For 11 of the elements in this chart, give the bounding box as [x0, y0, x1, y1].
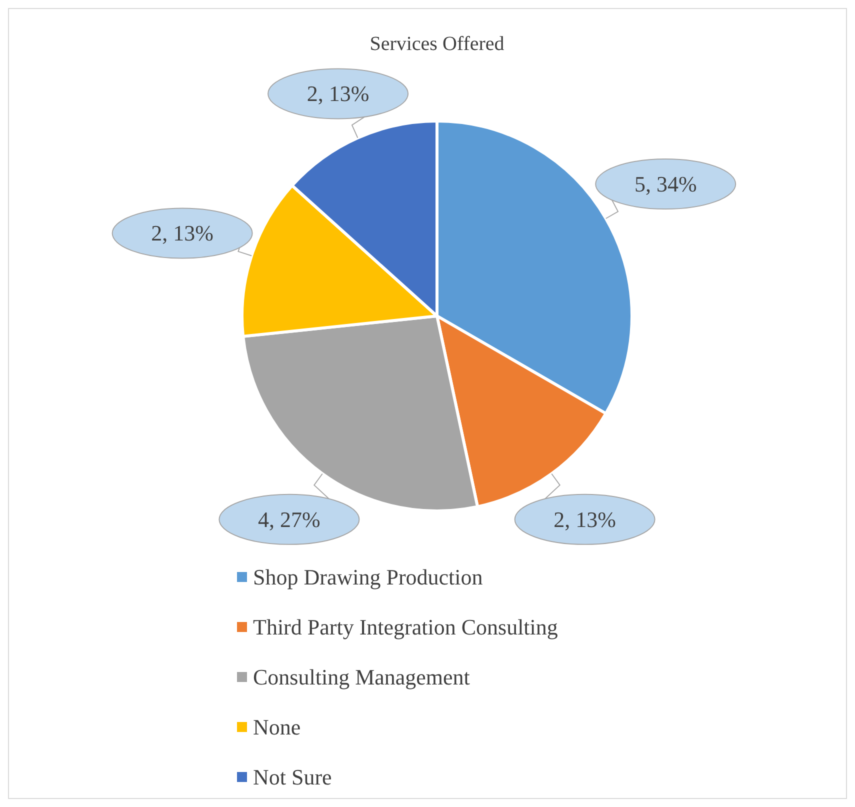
data-label: 5, 34% [634, 172, 697, 197]
data-label: 2, 13% [306, 81, 370, 106]
data-label: 4, 27% [258, 506, 320, 532]
legend-label: Consulting Management [253, 664, 470, 690]
legend-label: Not Sure [253, 764, 332, 790]
data-label: 2, 13% [151, 220, 214, 246]
legend-label: Shop Drawing Production [253, 564, 483, 590]
legend-label: Third Party Integration Consulting [253, 614, 558, 640]
data-label: 2, 13% [554, 506, 616, 532]
chart-title: Services Offered [370, 33, 504, 55]
legend-label: None [253, 714, 301, 740]
